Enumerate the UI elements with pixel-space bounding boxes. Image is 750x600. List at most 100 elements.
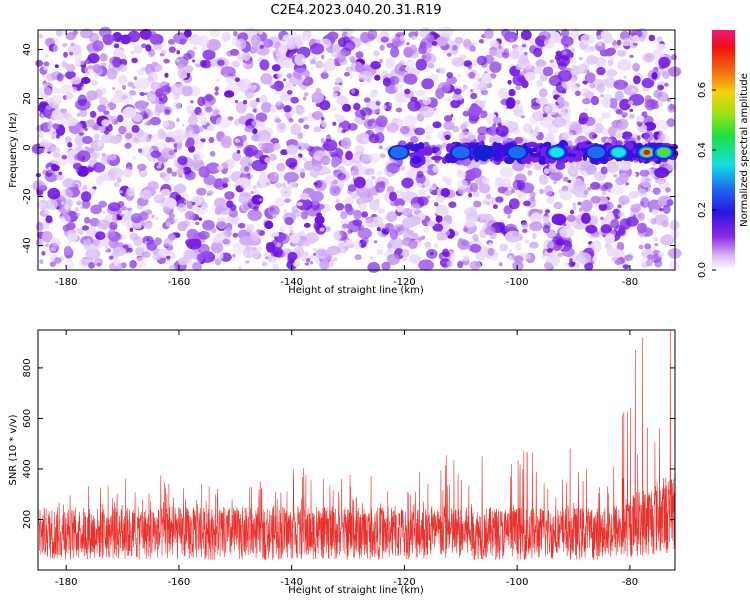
noise-speckle [75, 168, 80, 173]
noise-speckle [562, 223, 567, 227]
noise-speckle [310, 261, 314, 265]
noise-speckle [544, 103, 560, 115]
noise-speckle [628, 100, 634, 105]
noise-speckle [127, 30, 141, 43]
noise-speckle [446, 52, 452, 57]
noise-speckle [85, 248, 101, 260]
noise-speckle [217, 59, 225, 66]
spectrogram-frame [37, 29, 676, 271]
noise-speckle [118, 75, 128, 85]
noise-speckle [515, 242, 522, 251]
noise-speckle [416, 170, 424, 179]
noise-speckle [252, 108, 257, 113]
noise-speckle [316, 249, 326, 256]
noise-speckle [662, 204, 671, 214]
noise-speckle [173, 148, 178, 153]
noise-speckle [443, 120, 455, 131]
noise-speckle [537, 213, 543, 220]
noise-speckle [365, 217, 379, 228]
noise-speckle [198, 243, 210, 255]
x-tick-label: -100 [506, 577, 529, 588]
noise-speckle [523, 200, 531, 207]
noise-speckle [435, 215, 443, 223]
noise-speckle [81, 199, 91, 209]
noise-speckle [55, 133, 61, 139]
noise-speckle [112, 56, 122, 68]
noise-speckle [291, 210, 301, 218]
noise-speckle [51, 238, 61, 247]
noise-speckle [548, 249, 558, 261]
noise-speckle [61, 42, 68, 48]
noise-speckle [379, 58, 383, 64]
noise-speckle [552, 117, 567, 128]
noise-speckle [424, 241, 431, 248]
noise-speckle [657, 251, 665, 258]
noise-speckle [117, 177, 122, 183]
noise-speckle [544, 185, 553, 197]
noise-speckle [202, 219, 215, 231]
y-tick-label: 400 [22, 459, 33, 478]
noise-speckle [303, 222, 311, 228]
noise-speckle [268, 68, 274, 74]
noise-speckle [386, 42, 394, 48]
noise-speckle [658, 160, 669, 170]
noise-speckle [279, 226, 286, 232]
noise-speckle [647, 218, 652, 223]
noise-speckle [570, 47, 576, 53]
noise-speckle [83, 216, 91, 224]
noise-speckle [363, 237, 369, 244]
band-speckle [434, 146, 440, 152]
noise-speckle [99, 53, 108, 62]
noise-speckle [80, 191, 92, 202]
noise-speckle [344, 71, 350, 77]
noise-speckle [457, 239, 470, 250]
noise-speckle [336, 114, 345, 123]
noise-speckle [499, 243, 509, 252]
noise-speckle [606, 211, 614, 221]
noise-speckle [498, 262, 503, 267]
noise-speckle [530, 102, 541, 110]
noise-speckle [175, 59, 180, 63]
noise-speckle [240, 156, 252, 169]
noise-speckle [606, 69, 618, 78]
noise-speckle [184, 170, 196, 181]
noise-speckle [171, 102, 182, 111]
noise-speckle [383, 147, 388, 151]
noise-speckle [566, 214, 576, 222]
noise-speckle [618, 211, 625, 218]
noise-speckle [419, 41, 427, 49]
noise-speckle [130, 50, 135, 55]
noise-speckle [657, 178, 665, 185]
noise-speckle [80, 76, 91, 85]
noise-speckle [196, 253, 204, 262]
noise-speckle [32, 180, 46, 192]
noise-speckle [332, 43, 341, 54]
snr-line [38, 330, 675, 561]
noise-speckle [113, 43, 120, 49]
noise-speckle [155, 96, 159, 102]
noise-speckle [332, 179, 339, 185]
noise-speckle [290, 123, 302, 136]
noise-speckle [377, 208, 385, 214]
noise-speckle [386, 242, 393, 249]
noise-speckle [559, 227, 575, 239]
noise-speckle [96, 262, 102, 267]
noise-speckle [654, 119, 670, 131]
noise-speckle [402, 237, 413, 247]
noise-speckle [309, 66, 314, 70]
noise-speckle [168, 213, 175, 219]
noise-speckle [410, 136, 419, 143]
noise-speckle [432, 183, 437, 189]
noise-speckle [332, 257, 338, 262]
noise-speckle [86, 97, 93, 102]
noise-speckle [633, 173, 637, 176]
noise-speckle [618, 50, 627, 57]
noise-speckle [603, 182, 613, 190]
noise-speckle [508, 255, 513, 261]
noise-speckle [457, 74, 462, 77]
noise-speckle [190, 100, 194, 104]
noise-speckle [260, 73, 273, 85]
noise-speckle [350, 192, 358, 200]
noise-speckle [615, 176, 626, 186]
noise-speckle [74, 134, 86, 146]
